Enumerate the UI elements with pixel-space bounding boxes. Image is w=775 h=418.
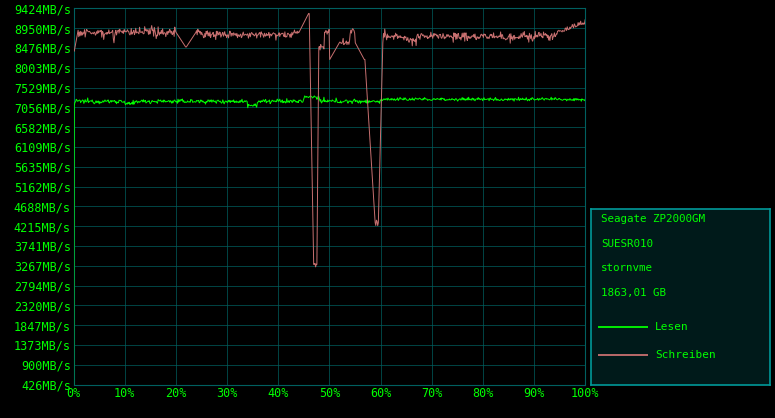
Text: 1863,01 GB: 1863,01 GB — [601, 288, 666, 298]
Text: stornvme: stornvme — [601, 263, 653, 273]
Text: Lesen: Lesen — [656, 321, 689, 331]
Text: Schreiben: Schreiben — [656, 350, 716, 360]
Text: SUESR010: SUESR010 — [601, 239, 653, 249]
Text: Seagate ZP2000GM: Seagate ZP2000GM — [601, 214, 705, 224]
